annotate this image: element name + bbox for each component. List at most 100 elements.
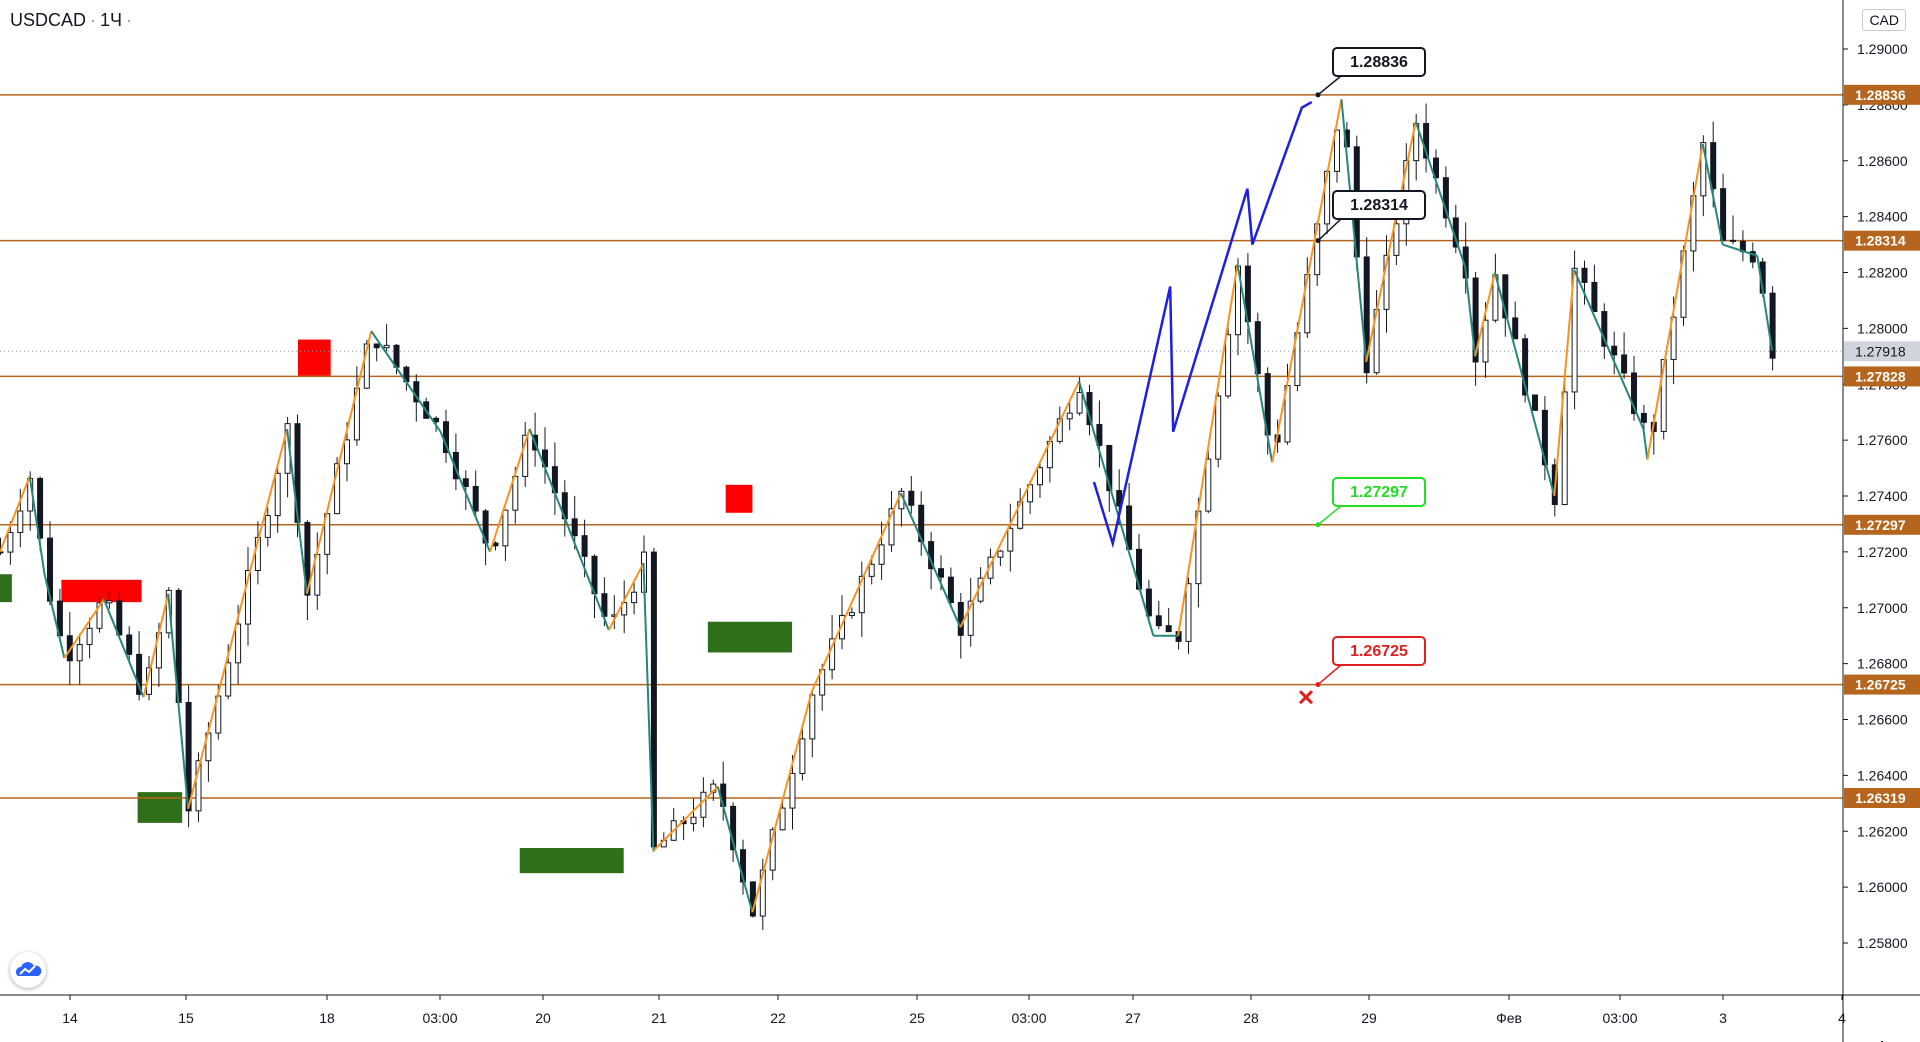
zigzag-segment <box>899 492 962 628</box>
zigzag-segment <box>607 562 645 631</box>
more-dots-icon[interactable]: · <box>126 10 133 30</box>
zigzag-segment <box>1271 99 1343 463</box>
candle-body <box>126 634 133 655</box>
timeframe-label: 1Ч <box>100 10 123 30</box>
zigzag-segment <box>370 330 442 433</box>
candle-body <box>690 816 697 825</box>
candle-body <box>462 478 469 487</box>
candle-body <box>730 805 737 851</box>
candle-body <box>1037 467 1043 486</box>
candle-body <box>621 602 628 616</box>
symbol-header[interactable]: USDCAD · 1Ч · <box>10 10 132 31</box>
candle-body <box>344 439 350 465</box>
candle-body <box>1076 392 1083 414</box>
price-axis[interactable]: 1.290001.288001.286001.284001.282001.280… <box>1842 0 1920 1042</box>
candle-body <box>1631 372 1637 414</box>
time-axis[interactable]: 14 15 18 03:00 20 21 22 25 03:00 27 28 29 Фев 03:00 3 4 <box>0 994 1920 1042</box>
price-tick-label: 1.25800 <box>1857 935 1908 951</box>
candle-body <box>1442 177 1449 219</box>
level-price-label-bg <box>1844 788 1920 809</box>
zigzag-segment <box>1078 381 1155 636</box>
candle-body <box>1225 334 1232 397</box>
price-tick-label: 1.28000 <box>1857 320 1908 336</box>
zigzag-segment <box>1701 143 1724 245</box>
demand-zone <box>519 848 624 874</box>
candle-body <box>1730 239 1736 242</box>
candle-body <box>779 807 786 831</box>
candle-body <box>1383 254 1390 310</box>
candle-body <box>839 614 845 640</box>
candle-body <box>1720 188 1727 241</box>
time-tick-label: 14 <box>62 1010 78 1026</box>
plot-area[interactable]: 1.28836 1.28314 1.27297 1.26725 <box>0 47 1843 930</box>
level-price-label: 1.28836 <box>1855 87 1906 103</box>
level-price-label-bg <box>1844 514 1920 535</box>
candle-body <box>1532 394 1538 411</box>
candle-body <box>502 509 509 547</box>
candle-body <box>789 772 796 809</box>
zigzag-segment <box>28 476 46 575</box>
symbol-name: USDCAD <box>10 10 87 30</box>
zigzag-segment <box>1573 269 1645 430</box>
level-price-label: 1.26319 <box>1855 790 1906 806</box>
candle-body <box>225 662 232 697</box>
supply-zone <box>297 339 331 376</box>
time-tick-label: 18 <box>319 1010 335 1026</box>
price-tick-label: 1.26000 <box>1857 879 1908 895</box>
callout-box <box>1332 636 1426 666</box>
candle-body <box>1106 444 1113 492</box>
time-tick-label: 4 <box>1838 1010 1846 1026</box>
callout-box <box>1332 190 1426 220</box>
candle-body <box>1393 223 1400 256</box>
callout-pointer <box>1317 218 1342 242</box>
candle-body <box>1007 527 1014 552</box>
level-price-label-bg <box>1844 230 1920 251</box>
candle-body <box>96 602 103 629</box>
price-tick-label: 1.26600 <box>1857 712 1908 728</box>
candle-body <box>1512 317 1519 340</box>
candle-body <box>571 518 578 537</box>
level-price-label: 1.28314 <box>1855 233 1906 249</box>
time-tick-label: 28 <box>1243 1010 1259 1026</box>
candle-body <box>848 612 855 616</box>
candle-body <box>383 344 390 349</box>
zigzag-segment <box>1722 243 1758 257</box>
current-price-label-bg <box>1844 341 1920 362</box>
tradingview-logo-icon[interactable] <box>10 952 46 988</box>
zigzag-segment <box>103 598 145 698</box>
candle-body <box>1561 391 1568 506</box>
price-tick-label: 1.26800 <box>1857 656 1908 672</box>
candle-body <box>522 434 529 477</box>
candle-body <box>581 535 588 557</box>
level-price-label-bg <box>1844 84 1920 105</box>
zigzag-segment <box>1756 255 1774 351</box>
zigzag-segment <box>751 691 813 913</box>
candle-body <box>938 568 944 578</box>
candle-body <box>1205 458 1212 512</box>
candle-body <box>195 760 202 812</box>
time-tick-label: Фев <box>1496 1010 1522 1026</box>
candle-body <box>1433 157 1439 179</box>
zigzag-segment <box>1474 272 1496 357</box>
separator-dot: · <box>90 10 97 30</box>
zigzag-segment <box>716 786 754 913</box>
demand-zone <box>707 621 792 653</box>
candle-body <box>1660 358 1667 432</box>
candle-body <box>452 451 459 480</box>
currency-badge[interactable]: CAD <box>1862 9 1906 31</box>
zigzag-segment <box>1553 269 1576 497</box>
zigzag-segment <box>1365 121 1417 363</box>
candle-body <box>809 694 816 740</box>
level-price-label-bg <box>1844 366 1920 387</box>
zigzag-segment <box>167 593 190 809</box>
time-tick-label: 25 <box>909 1010 925 1026</box>
candle-body <box>1591 281 1598 312</box>
time-tick-label: 27 <box>1125 1010 1141 1026</box>
price-tick-label: 1.27000 <box>1857 600 1908 616</box>
candle-body <box>1769 292 1776 359</box>
price-tick-label: 1.28600 <box>1857 153 1908 169</box>
candle-body <box>908 490 915 506</box>
zigzag-segment <box>305 330 373 595</box>
zigzag-segment <box>1493 272 1556 497</box>
